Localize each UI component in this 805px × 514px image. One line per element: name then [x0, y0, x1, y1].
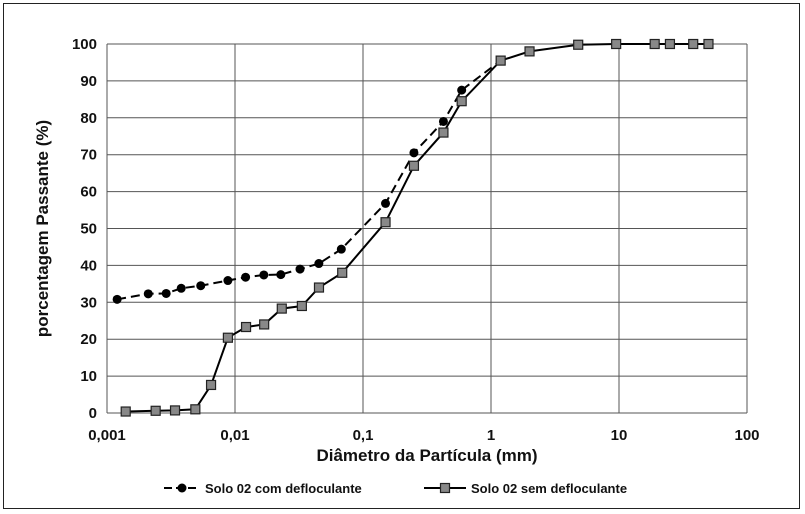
- data-point-com: [457, 85, 467, 95]
- legend-marker-com: [177, 483, 187, 493]
- series-line-1: [116, 59, 502, 301]
- y-tick-label: 100: [72, 36, 97, 53]
- data-point-sem: [240, 321, 252, 333]
- data-point-sem: [276, 303, 287, 314]
- x-tick-label: 100: [734, 427, 759, 444]
- y-tick-label: 0: [89, 405, 97, 422]
- data-point-sem: [313, 282, 325, 293]
- legend-label-sem: Solo 02 sem defloculante: [471, 481, 627, 496]
- data-point-com: [161, 288, 171, 298]
- data-point-sem: [222, 332, 233, 343]
- y-tick-label: 20: [80, 331, 97, 348]
- data-point-com: [112, 294, 122, 304]
- particle-size-chart: 0 10 20 30 40 50 60 70 80 90 100 0,001 0,01 0,1 1 10 10…: [33, 36, 760, 496]
- x-tick-label: 10: [611, 427, 628, 444]
- x-tick-labels: 0,001 0,01 0,1 1 10 100: [88, 427, 759, 444]
- data-point-sem: [190, 404, 201, 415]
- y-tick-label: 60: [80, 184, 97, 201]
- data-point-sem: [688, 38, 699, 50]
- y-tick-label: 80: [80, 110, 97, 127]
- data-point-sem: [611, 38, 622, 50]
- data-point-com: [143, 289, 153, 299]
- x-tick-label: 1: [487, 427, 495, 444]
- data-point-com: [381, 198, 391, 208]
- series-line-2: [125, 43, 709, 413]
- data-point-sem: [495, 55, 506, 66]
- data-point-com: [196, 281, 206, 291]
- data-point-com: [176, 283, 186, 293]
- data-point-sem: [438, 127, 449, 138]
- series-lines: [116, 43, 709, 413]
- data-point-sem: [259, 319, 270, 330]
- data-point-sem: [408, 160, 420, 171]
- data-point-sem: [456, 96, 467, 107]
- x-tick-label: 0,01: [220, 427, 249, 444]
- data-point-sem: [524, 46, 535, 57]
- y-tick-label: 90: [80, 73, 97, 90]
- data-point-sem: [169, 405, 181, 416]
- x-tick-label: 0,1: [353, 427, 374, 444]
- data-point-sem: [703, 38, 714, 50]
- data-point-sem: [649, 38, 660, 50]
- grid: [106, 43, 748, 414]
- y-tick-label: 50: [80, 221, 97, 238]
- y-tick-label: 70: [80, 147, 97, 164]
- data-point-sem: [337, 267, 348, 278]
- data-point-sem: [120, 406, 131, 417]
- data-point-sem: [380, 217, 391, 228]
- series-markers: [112, 38, 714, 417]
- y-axis-title: porcentagem Passante (%): [33, 120, 52, 337]
- data-point-com: [276, 270, 286, 280]
- data-point-com: [438, 116, 448, 126]
- y-tick-label: 30: [80, 294, 97, 311]
- data-point-com: [314, 259, 324, 269]
- data-point-com: [223, 276, 233, 286]
- legend: Solo 02 com defloculante Solo 02 sem def…: [164, 481, 627, 496]
- data-point-sem: [205, 379, 217, 391]
- data-point-com: [241, 272, 251, 282]
- legend-item-com: Solo 02 com defloculante: [164, 481, 362, 496]
- y-tick-labels: 0 10 20 30 40 50 60 70 80 90 100: [72, 36, 97, 422]
- y-tick-label: 40: [80, 257, 97, 274]
- x-axis-title: Diâmetro da Partícula (mm): [316, 446, 537, 465]
- data-point-sem: [664, 38, 676, 50]
- data-point-com: [409, 148, 419, 158]
- data-point-sem: [296, 300, 307, 312]
- x-tick-label: 0,001: [88, 427, 126, 444]
- chart-frame: 0 10 20 30 40 50 60 70 80 90 100 0,001 0,01 0,1 1 10 10…: [3, 3, 800, 509]
- y-tick-label: 10: [80, 368, 97, 385]
- data-point-sem: [150, 405, 161, 416]
- data-point-sem: [573, 39, 584, 50]
- legend-item-sem: Solo 02 sem defloculante: [424, 481, 627, 496]
- legend-marker-sem: [439, 482, 451, 494]
- data-point-com: [295, 264, 305, 274]
- legend-label-com: Solo 02 com defloculante: [205, 481, 362, 496]
- data-point-com: [336, 244, 346, 254]
- data-point-com: [259, 270, 269, 280]
